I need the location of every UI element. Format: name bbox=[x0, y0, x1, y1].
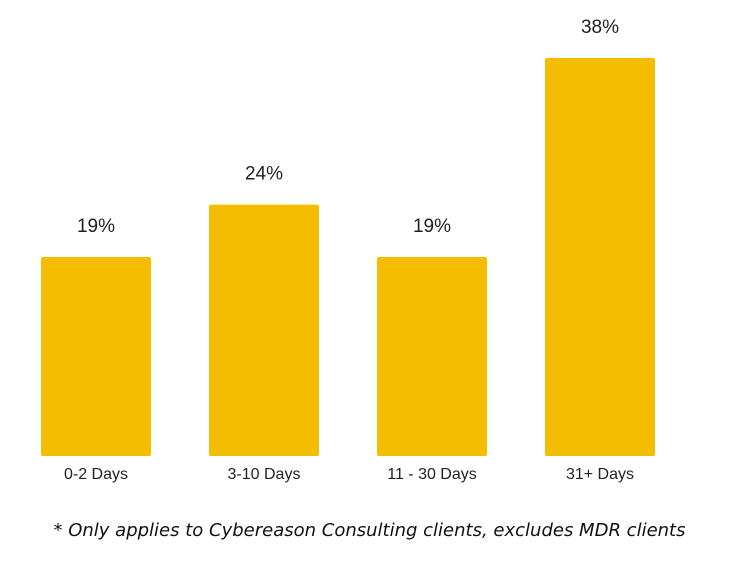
bar-4 bbox=[545, 58, 655, 456]
data-label-2: 24% bbox=[245, 164, 283, 185]
data-label-1: 19% bbox=[77, 216, 115, 237]
bar-1 bbox=[41, 257, 151, 456]
bar-chart: 19% 0-2 Days 24% 3-10 Days 19% 11 - 30 Days 38… bbox=[41, 17, 655, 483]
bar-3 bbox=[377, 257, 487, 456]
data-label-4: 38% bbox=[581, 17, 619, 38]
footnote: * Only applies to Cybereason Consulting … bbox=[53, 520, 686, 541]
category-label-1: 0-2 Days bbox=[64, 466, 128, 483]
category-label-4: 31+ Days bbox=[566, 466, 634, 483]
data-label-3: 19% bbox=[413, 216, 451, 237]
bar-2 bbox=[209, 204, 319, 456]
category-label-3: 11 - 30 Days bbox=[387, 466, 477, 483]
category-label-2: 3-10 Days bbox=[228, 466, 301, 483]
